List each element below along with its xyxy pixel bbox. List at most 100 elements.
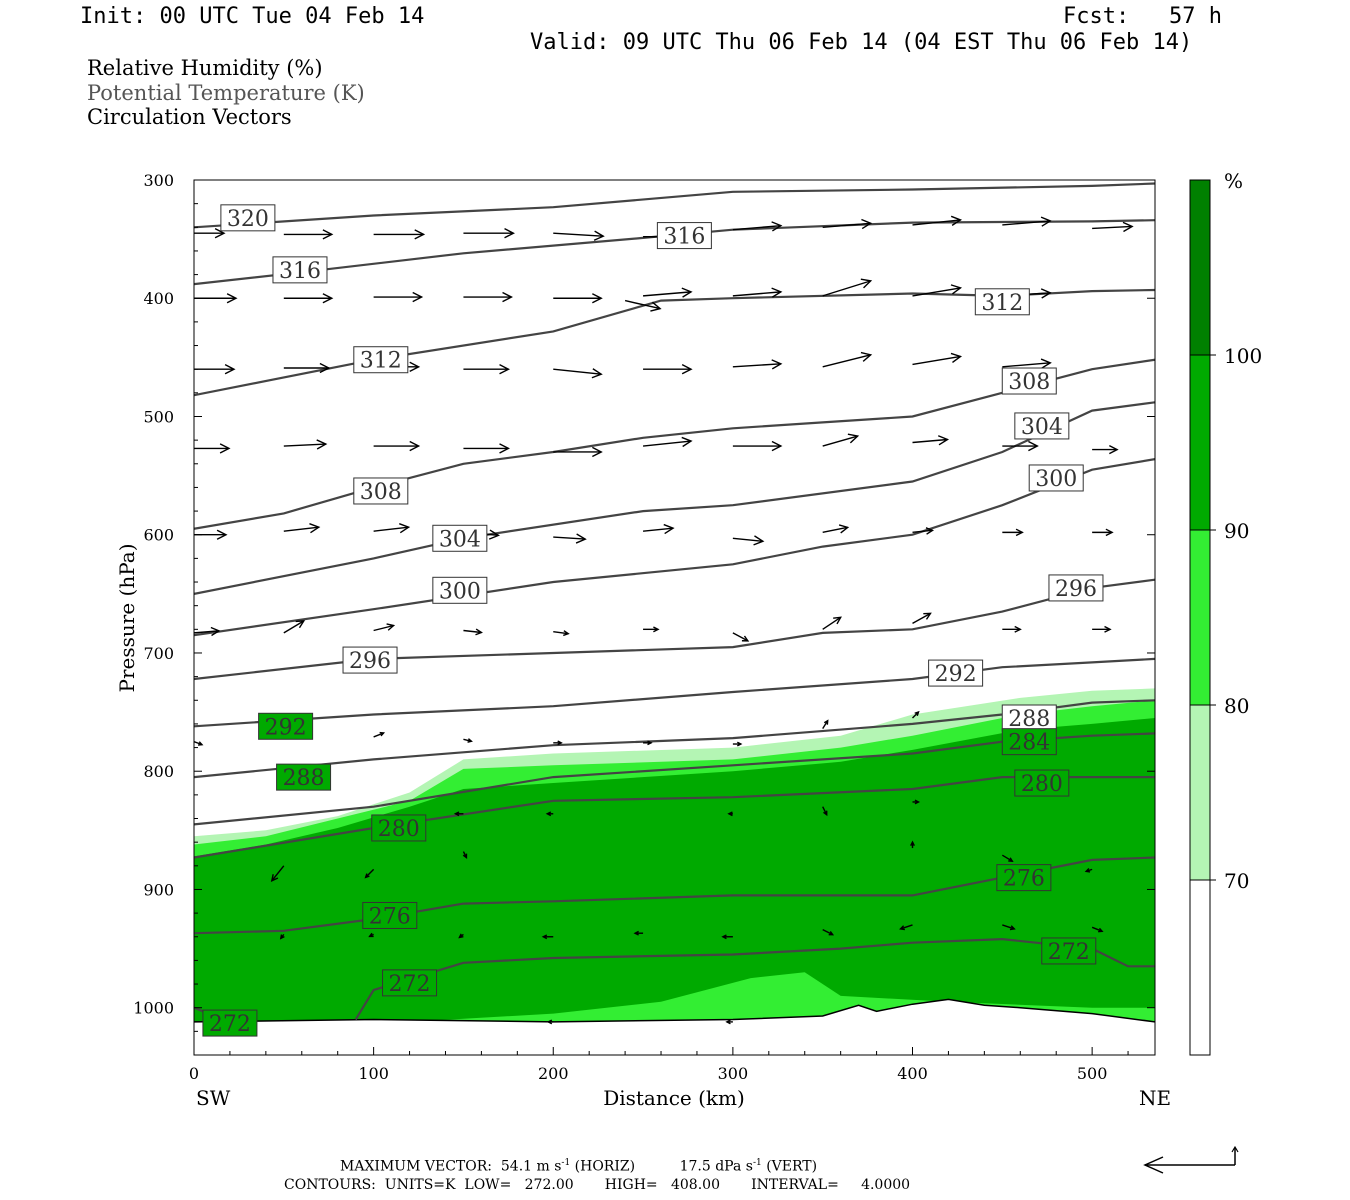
circulation-vector-head — [1040, 216, 1052, 227]
circulation-vector — [912, 438, 948, 444]
circulation-vector-head — [633, 930, 639, 936]
circulation-vector-head — [414, 229, 426, 240]
circulation-vector — [1002, 924, 1015, 930]
circulation-vector-head — [823, 810, 828, 817]
contour-label-box — [974, 288, 1030, 316]
circulation-vector — [271, 865, 285, 882]
init-time: Init: 00 UTC Tue 04 Feb 14 — [80, 4, 425, 29]
circulation-vector-head — [591, 368, 603, 379]
circulation-vector-head — [224, 364, 236, 375]
contour-label-box — [656, 222, 712, 250]
circulation-vector — [643, 291, 692, 297]
colorbar-band — [1189, 529, 1211, 706]
contour-label-box — [1041, 937, 1097, 965]
y-axis-label: Pressure (hPa) — [115, 544, 139, 693]
circulation-vector — [1002, 220, 1051, 226]
circulation-vector-head — [279, 934, 285, 940]
horiz-label: (HORIZ) — [574, 1158, 636, 1175]
max-vector-horiz-value: MAXIMUM VECTOR: 54.1 m s — [340, 1158, 562, 1175]
y-tick-label: 600 — [143, 526, 174, 545]
y-tick-label: 300 — [143, 171, 174, 190]
contour-label-box — [371, 814, 427, 842]
circulation-vector — [1091, 926, 1103, 932]
contour-label-box — [362, 901, 418, 929]
circulation-vector — [912, 612, 931, 625]
x-right-label: NE — [1139, 1086, 1171, 1110]
circulation-vector — [822, 929, 834, 936]
legend-circulation-vectors: Circulation Vectors — [87, 105, 292, 129]
circulation-vector-head — [270, 874, 279, 883]
circulation-vector-head — [1040, 358, 1052, 369]
circulation-vector — [900, 924, 913, 930]
theta-contour-312 — [194, 288, 1155, 397]
contour-label: 300 — [1035, 467, 1077, 492]
circulation-vector-layer — [194, 215, 1134, 1025]
contour-label-box — [1048, 574, 1104, 602]
circulation-vector-head — [1084, 868, 1091, 873]
circulation-vector-head — [453, 811, 460, 817]
vert-unit-exponent: -1 — [752, 1158, 762, 1168]
colorbar: 70 80 90 100 — [1189, 179, 1262, 1056]
colorbar-band — [1189, 704, 1211, 881]
contour-label-box — [1001, 704, 1057, 732]
contour-label: 288 — [283, 766, 325, 791]
theta-contour-292 — [194, 657, 1155, 728]
circulation-vector-head — [458, 933, 464, 939]
contour-label: 292 — [265, 715, 307, 740]
circulation-vector-head — [771, 221, 783, 232]
circulation-vector — [373, 624, 394, 632]
circulation-vector-head — [592, 293, 603, 304]
contour-label-box — [432, 576, 488, 604]
circulation-vector-head — [226, 293, 238, 304]
circulation-vector — [732, 537, 763, 542]
colorbar-band — [1189, 354, 1211, 531]
circulation-vector-head — [950, 352, 963, 363]
contour-label: 272 — [389, 972, 431, 997]
circulation-vector-head — [771, 440, 783, 452]
contour-label: 272 — [1048, 940, 1090, 965]
contour-label-box — [353, 346, 409, 374]
circulation-vector-head — [923, 612, 932, 620]
contour-label: 296 — [1055, 577, 1097, 602]
contour-label: 316 — [279, 259, 321, 284]
circulation-vector-head — [216, 529, 228, 540]
circulation-vector — [553, 368, 602, 375]
circulation-vector-head — [546, 1019, 553, 1025]
contour-label-box — [272, 256, 328, 284]
circulation-vector-head — [914, 710, 920, 717]
reference-vector-icon — [1143, 1145, 1239, 1174]
circulation-vector — [822, 354, 871, 368]
circulation-vector-head — [309, 523, 321, 534]
circulation-vector-head — [950, 284, 963, 295]
circulation-vector-head — [412, 291, 424, 303]
contour-label-box — [996, 864, 1052, 892]
circulation-vector-head — [545, 811, 552, 817]
circulation-vector — [463, 629, 482, 634]
circulation-vector — [624, 299, 661, 310]
colorbar-label: 90 — [1224, 519, 1249, 543]
circulation-vector — [373, 732, 384, 738]
circulation-vector — [1092, 225, 1133, 230]
y-tick-label: 700 — [143, 644, 174, 663]
circulation-vector-head — [592, 446, 603, 458]
x-tick-label: 500 — [1077, 1064, 1108, 1083]
contour-label: 272 — [209, 1012, 251, 1037]
colorbar-band — [1189, 179, 1211, 356]
contour-label: 316 — [663, 225, 705, 250]
circulation-vector-head — [727, 811, 733, 817]
circulation-vector-head — [736, 741, 743, 747]
x-tick-label: 100 — [358, 1064, 389, 1083]
contour-label: 296 — [349, 649, 391, 674]
contour-label: 292 — [935, 662, 977, 687]
colorbar-label: 80 — [1224, 694, 1249, 718]
contour-info: CONTOURS: UNITS=K LOW= 272.00 HIGH= 408.… — [284, 1177, 911, 1193]
vert-label: (VERT) — [766, 1158, 818, 1175]
forecast-hour: Fcst: 57 h — [1063, 4, 1222, 29]
circulation-vector-head — [399, 523, 411, 534]
plot-frame — [193, 179, 1156, 1056]
circulation-vector-head — [409, 361, 421, 372]
circulation-vector-head — [833, 616, 842, 625]
contour-label-box — [432, 524, 488, 552]
contour-label-box — [342, 646, 398, 674]
